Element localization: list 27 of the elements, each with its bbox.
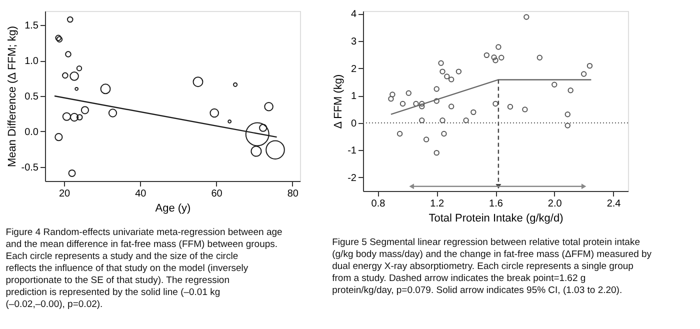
caption: Figure 5 Segmental linear regression between relative total protein intake (g/kg body mass/day) and the change in fat-free mass (ΔFFM) measured by dual energy X-ray absorptiometry. Each circle represents a single group from a study. Dashed arrow indicates the break point=1.62 g protein/kg/day, p=0.079. Solid arrow indicates 95% CI, (1.03 to 2.20). bbox=[332, 237, 652, 296]
y-tick-label: -1 bbox=[348, 146, 357, 157]
x-tick-label: 1.2 bbox=[430, 198, 444, 210]
y-tick-label: 0 bbox=[350, 118, 357, 130]
y-tick-label: 1 bbox=[350, 91, 357, 102]
x-axis-title: Total Protein Intake (g/kg/d) bbox=[428, 212, 564, 224]
x-tick-label: 2.0 bbox=[548, 198, 562, 210]
x-tick-label: 0.8 bbox=[371, 198, 386, 210]
y-tick-label: -0.5 bbox=[21, 162, 39, 174]
x-tick-label: 40 bbox=[135, 188, 147, 200]
x-tick-label: 20 bbox=[58, 188, 71, 200]
y-axis-title: Mean Difference (Δ FFM; kg) bbox=[6, 26, 18, 168]
y-tick-label: 1.5 bbox=[24, 20, 39, 32]
y-tick-label: 1.0 bbox=[24, 56, 39, 68]
x-tick-label: 2.4 bbox=[606, 198, 622, 210]
y-tick-label: -2 bbox=[348, 172, 357, 184]
x-tick-label: 60 bbox=[211, 188, 223, 200]
x-axis-title: Age (y) bbox=[155, 202, 191, 214]
y-tick-label: 4 bbox=[350, 9, 357, 20]
y-tick-label: 2 bbox=[350, 64, 357, 75]
y-axis-title: Δ FFM (kg) bbox=[332, 74, 345, 129]
y-tick-label: 0.5 bbox=[24, 92, 39, 102]
x-tick-label: 1.6 bbox=[489, 198, 504, 210]
y-tick-label: 3 bbox=[350, 36, 357, 48]
caption: Figure 4 Random-effects univariate meta-regression between age and the mean difference in fat-free mass (FFM) between groups. Each circle represents a study and the size of the circle reflects the influence of that study on the model (inversely proportionate to the SE of that study). The regression prediction is represented by the solid line (–0.01 kg (–0.02,–0.00), p=0.02). bbox=[6, 227, 282, 310]
x-tick-label: 80 bbox=[287, 188, 299, 200]
y-tick-label: 0.0 bbox=[24, 126, 39, 138]
